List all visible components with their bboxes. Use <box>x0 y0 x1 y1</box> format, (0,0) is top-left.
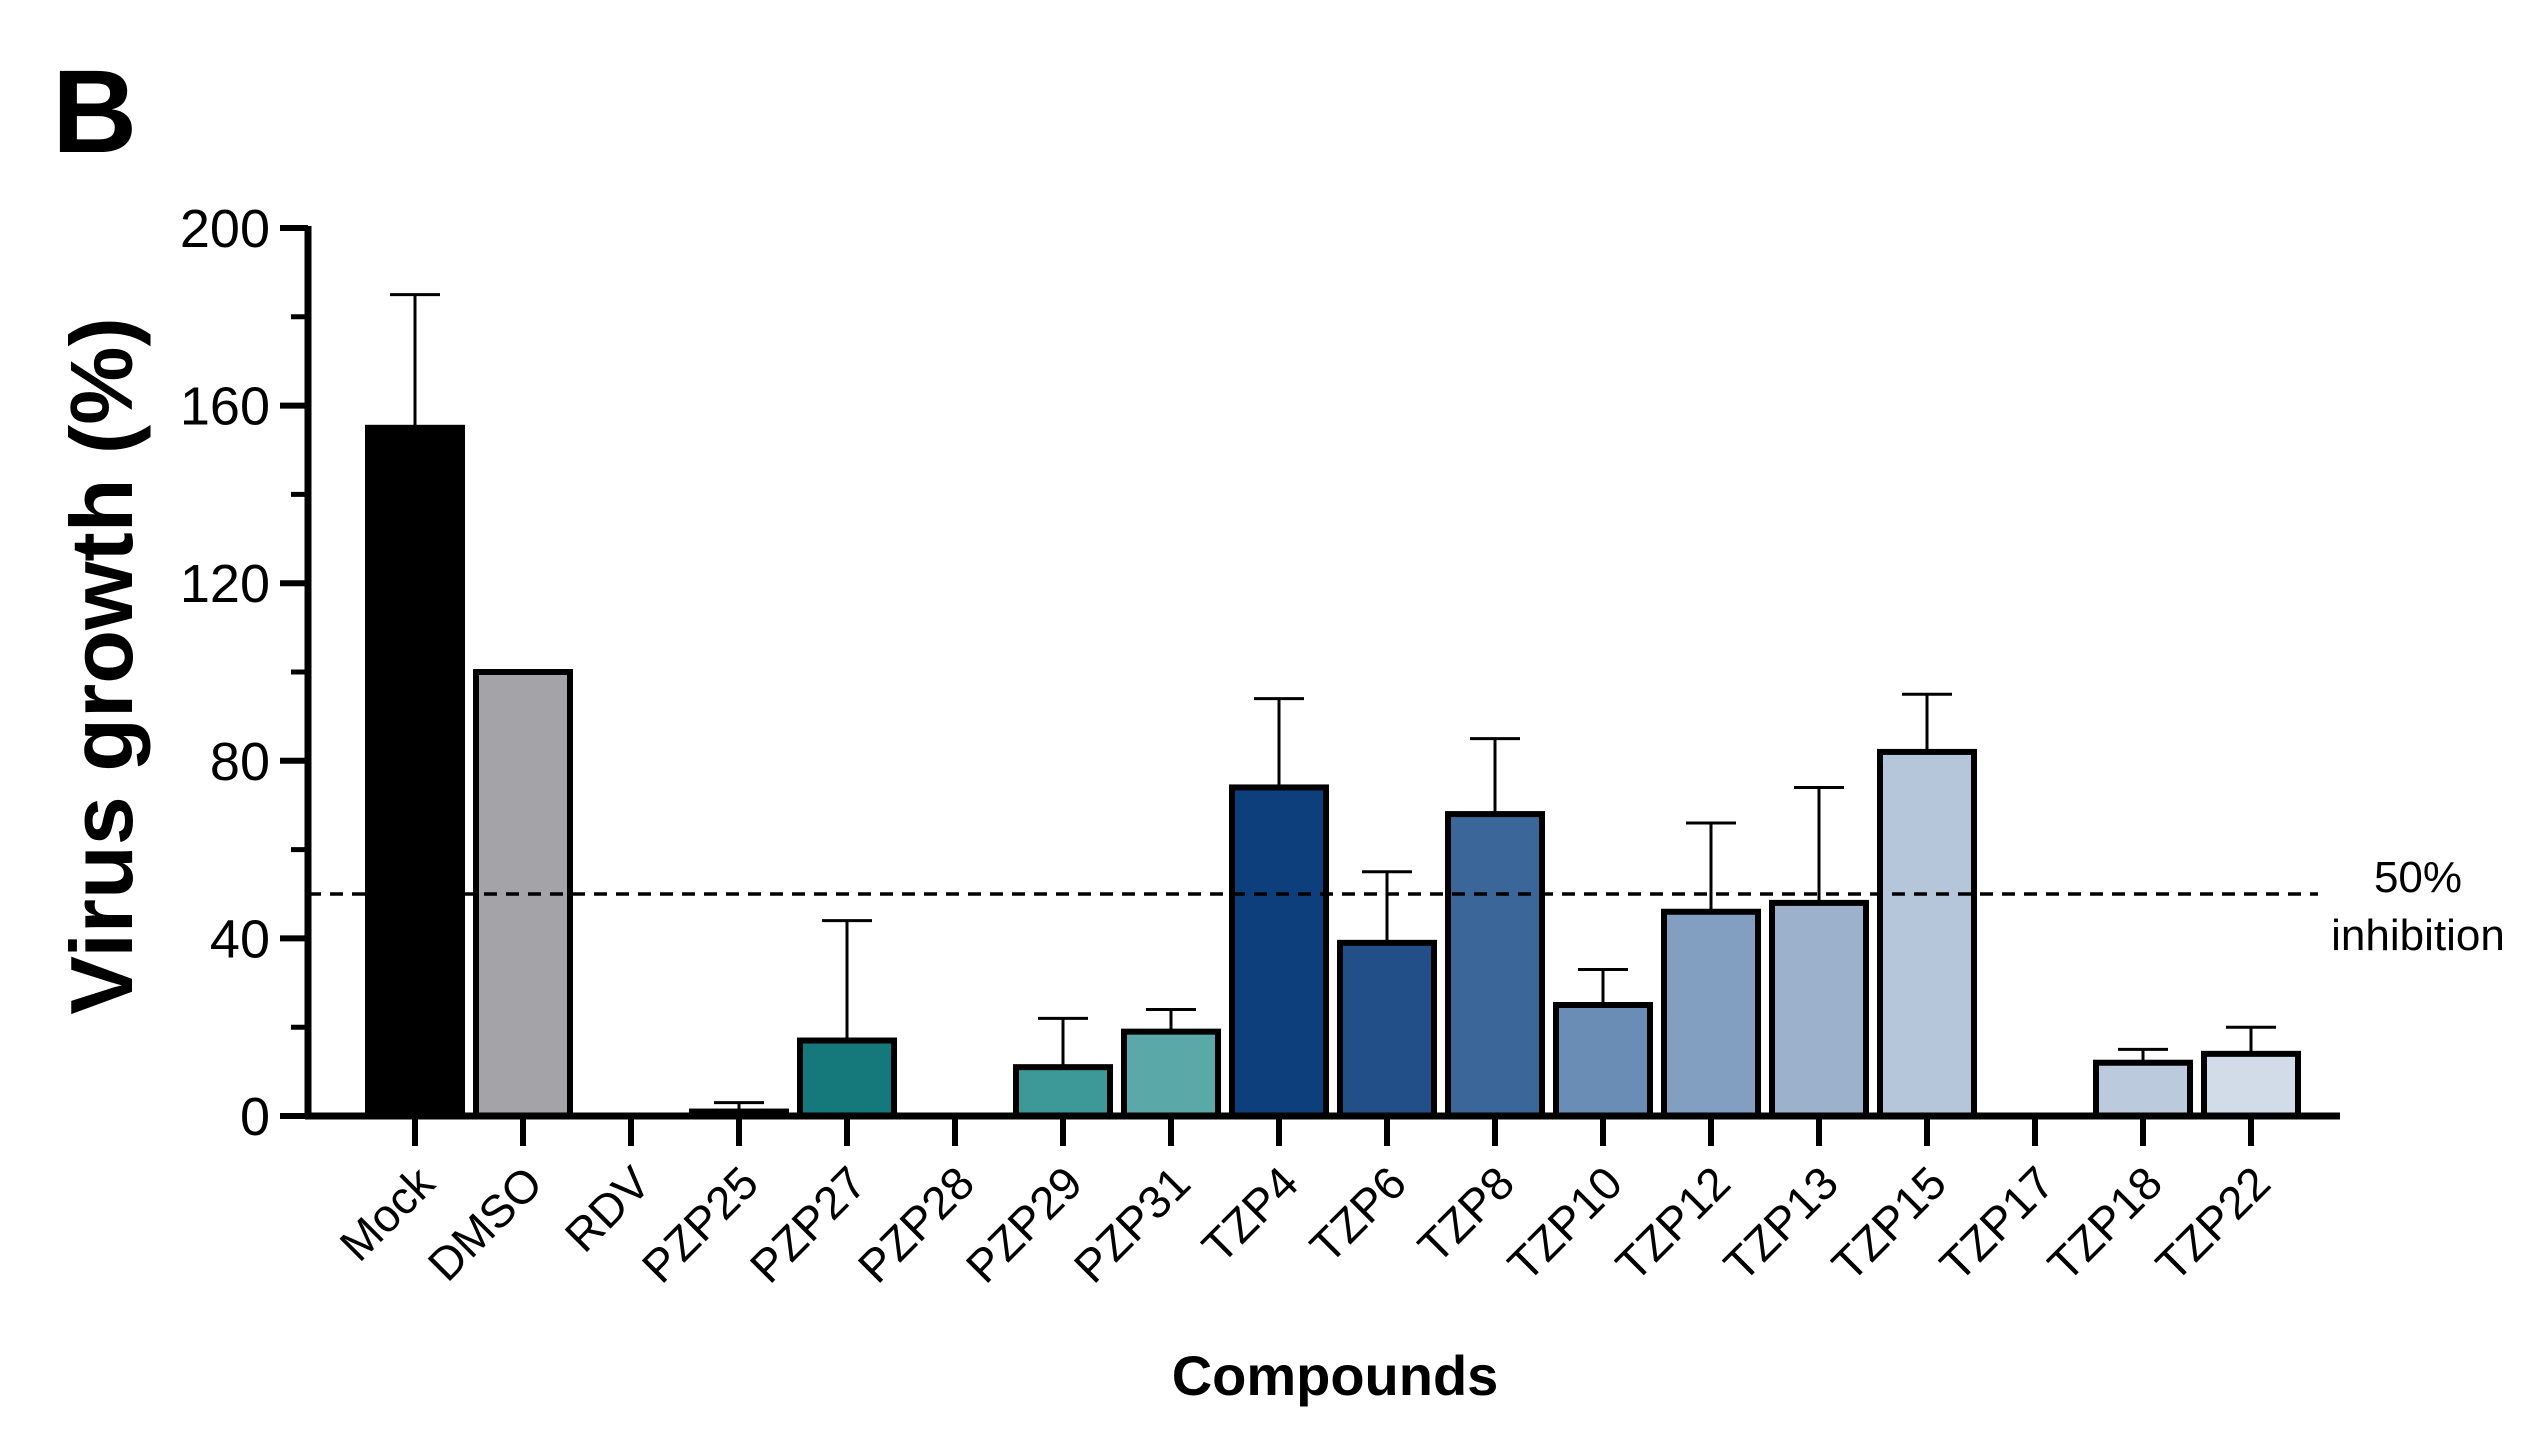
y-tick-label: 40 <box>210 909 270 969</box>
bar <box>797 1037 897 1120</box>
y-axis-title: Virus growth (%) <box>52 317 151 1015</box>
bar <box>1229 784 1329 1119</box>
y-tick-label: 80 <box>210 732 270 792</box>
x-tick-label: TZP12 <box>1606 1156 1740 1290</box>
x-tick-label: DMSO <box>418 1156 552 1290</box>
x-tick-label: TZP13 <box>1714 1156 1848 1290</box>
y-tick-label: 160 <box>180 377 270 437</box>
x-tick-label: PZP25 <box>632 1156 768 1292</box>
x-tick-label: PZP29 <box>956 1156 1092 1292</box>
bar <box>2201 1050 2301 1119</box>
bar <box>1337 939 1437 1120</box>
x-tick-label: PZP27 <box>740 1156 876 1292</box>
y-tick-label: 0 <box>240 1087 270 1147</box>
x-axis-title: Compounds <box>1172 1344 1499 1407</box>
error-bars-group <box>390 293 2276 1112</box>
x-tick-label: PZP31 <box>1064 1156 1200 1292</box>
y-tick-label: 120 <box>180 554 270 614</box>
reference-line-label: 50% <box>2374 853 2462 902</box>
y-axis: 0 40 80 120 160 200 <box>180 199 312 1147</box>
x-tick-label: TZP10 <box>1498 1156 1632 1290</box>
x-tick-label: TZP4 <box>1192 1156 1308 1272</box>
x-tick-label: TZP18 <box>2038 1156 2172 1290</box>
bar <box>1445 811 1545 1120</box>
reference-line-label: inhibition <box>2331 911 2505 960</box>
bars-group <box>365 424 2301 1120</box>
x-tick-label: TZP6 <box>1300 1156 1416 1272</box>
reference-line-group: 50% inhibition <box>308 853 2505 960</box>
x-tick-label: TZP22 <box>2146 1156 2280 1290</box>
bar <box>2093 1059 2193 1119</box>
bar <box>1877 748 1977 1119</box>
bar <box>1769 899 1869 1119</box>
x-tick-label: TZP17 <box>1930 1156 2064 1290</box>
bar <box>1013 1064 1113 1120</box>
bar <box>365 424 465 1119</box>
bar <box>1661 908 1761 1120</box>
x-tick-label: PZP28 <box>848 1156 984 1292</box>
bar <box>1553 1002 1653 1119</box>
panel-label: B <box>52 46 137 178</box>
x-tick-label: TZP15 <box>1822 1156 1956 1290</box>
y-tick-label: 200 <box>180 199 270 259</box>
bar <box>1121 1028 1221 1120</box>
